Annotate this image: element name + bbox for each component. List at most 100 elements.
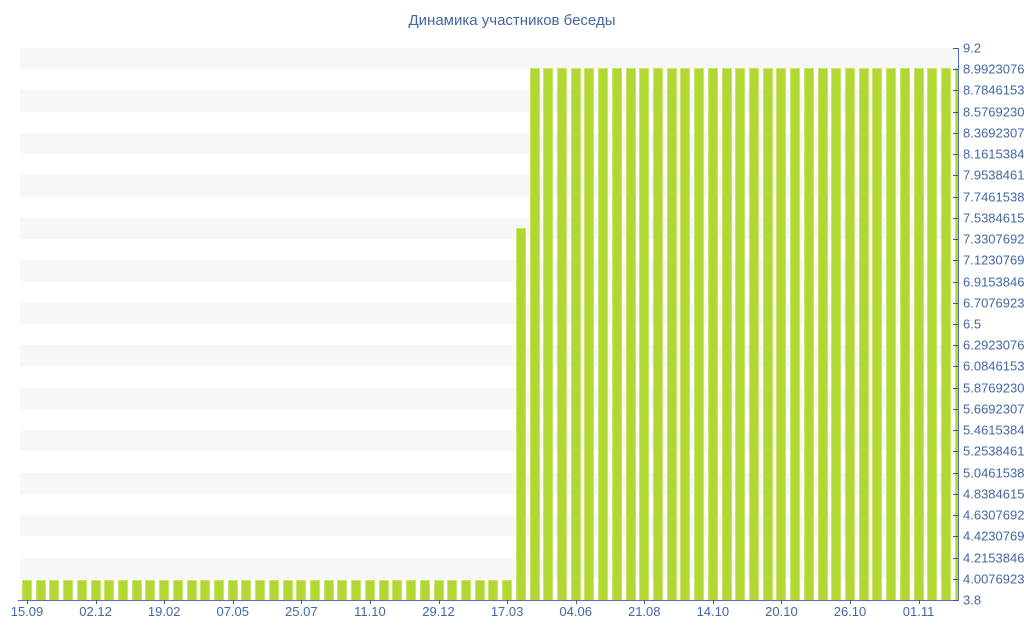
- bar: [845, 68, 856, 600]
- y-tick: [953, 578, 958, 580]
- bar: [145, 579, 156, 600]
- bars-container: [20, 48, 958, 600]
- bar: [899, 68, 910, 600]
- bar: [694, 68, 705, 600]
- y-tick-label: 6.084615384615385: [963, 358, 1024, 374]
- bar: [118, 579, 129, 600]
- bar: [35, 579, 46, 600]
- y-tick-label: 8.369230769230769: [963, 125, 1024, 141]
- y-tick: [953, 430, 958, 432]
- y-tick-label: 5.461538461538462: [963, 422, 1024, 438]
- y-tick-label: 5.669230769230769: [963, 401, 1024, 417]
- bar: [392, 579, 403, 600]
- x-tick: [507, 600, 509, 604]
- bar: [872, 68, 883, 600]
- x-axis-line: [18, 600, 959, 601]
- bar: [488, 579, 499, 600]
- bar: [76, 579, 87, 600]
- x-tick-label: 26.10: [833, 604, 867, 619]
- bar: [282, 579, 293, 600]
- x-tick: [27, 600, 28, 604]
- x-tick-label: 20.10: [765, 604, 798, 619]
- bar: [721, 68, 732, 600]
- chart-title: Динамика участников беседы: [408, 12, 616, 29]
- bar: [502, 579, 513, 600]
- bar: [954, 68, 958, 600]
- y-tick: [953, 493, 958, 495]
- x-tick-label: 14.10: [696, 604, 730, 619]
- y-tick: [953, 515, 958, 517]
- y-tick: [953, 451, 958, 453]
- y-tick: [953, 154, 958, 156]
- bar: [268, 579, 279, 600]
- y-tick-label: 8.576923076923077: [963, 104, 1024, 120]
- x-tick: [164, 600, 166, 604]
- y-tick: [953, 281, 958, 283]
- y-tick-label: 8.784615384615385: [963, 82, 1024, 98]
- x-tick: [781, 600, 783, 604]
- bar: [570, 68, 581, 600]
- y-tick-label: 6.5: [963, 316, 982, 332]
- bar: [49, 579, 60, 600]
- bar: [556, 68, 567, 600]
- x-tick: [95, 600, 97, 604]
- bar: [927, 68, 938, 600]
- grid-stripe: [20, 48, 958, 70]
- x-tick-label: 11.10: [354, 604, 386, 619]
- bar: [310, 579, 321, 600]
- y-tick: [953, 260, 958, 262]
- bar: [735, 68, 746, 600]
- bar: [255, 579, 266, 600]
- bar: [543, 68, 554, 600]
- x-tick-label: 02.12: [79, 604, 112, 619]
- bar: [433, 579, 444, 600]
- bar: [200, 579, 211, 600]
- bar: [474, 579, 485, 600]
- bar: [886, 68, 897, 600]
- y-tick-label: 5.046153846153846: [963, 465, 1024, 481]
- bar: [63, 579, 74, 600]
- bar: [186, 579, 197, 600]
- bar: [364, 579, 375, 600]
- y-tick: [953, 239, 958, 241]
- bar: [639, 68, 650, 600]
- y-axis-line: [958, 48, 959, 600]
- y-tick-label: 4.215384615384615: [963, 550, 1024, 566]
- bar: [515, 227, 526, 600]
- bar: [90, 579, 101, 600]
- y-tick: [953, 175, 958, 177]
- y-tick-label: 7.330769230769231: [963, 231, 1024, 247]
- bar: [790, 68, 801, 600]
- bar: [584, 68, 595, 600]
- x-tick: [575, 600, 577, 604]
- y-tick: [953, 324, 958, 325]
- y-tick-label: 7.953846153846154: [963, 167, 1024, 183]
- y-tick-label: 6.707692307692308: [963, 295, 1024, 311]
- bar: [817, 68, 828, 600]
- y-tick: [953, 132, 958, 134]
- y-tick: [953, 536, 958, 538]
- x-tick: [712, 600, 714, 604]
- bar: [625, 68, 636, 600]
- bar: [598, 68, 609, 600]
- bar: [707, 68, 718, 600]
- bar: [419, 579, 430, 600]
- y-tick-label: 4.630769230769231: [963, 507, 1024, 523]
- bar: [803, 68, 814, 600]
- y-tick: [953, 387, 958, 389]
- bar: [447, 579, 458, 600]
- bar: [666, 68, 677, 600]
- y-tick-label: 5.253846153846154: [963, 443, 1024, 459]
- bar: [22, 579, 32, 600]
- y-tick-label: 8.992307692307692: [963, 61, 1024, 77]
- y-tick-label: 7.123076923076923: [963, 252, 1024, 268]
- x-tick-label: 04.06: [559, 604, 592, 619]
- x-tick: [644, 600, 646, 604]
- y-tick: [953, 408, 958, 410]
- bar: [227, 579, 238, 600]
- y-tick-label: 3.8: [963, 592, 982, 608]
- x-tick-label: 25.07: [285, 604, 318, 619]
- bar: [351, 579, 362, 600]
- x-tick: [232, 600, 234, 604]
